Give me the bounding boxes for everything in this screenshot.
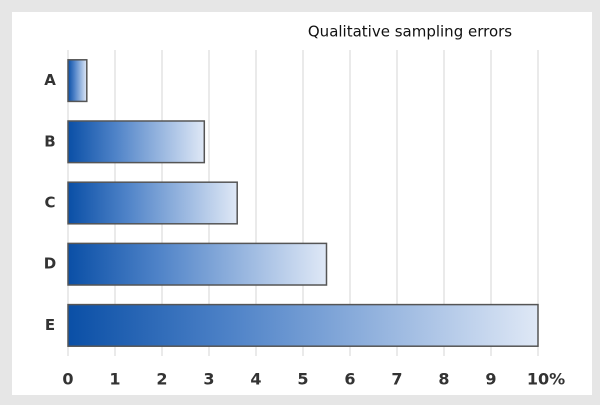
- page: {"chart_data": {"type": "hbar", "title":…: [0, 0, 600, 405]
- x-tick-label: 0: [62, 370, 73, 389]
- x-tick-label: 1: [109, 370, 120, 389]
- bar: [68, 60, 87, 102]
- x-tick-label: 7: [391, 370, 402, 389]
- y-tick-label: C: [44, 194, 55, 212]
- x-tick-label: 4: [250, 370, 261, 389]
- x-tick-label: 9: [485, 370, 496, 389]
- x-tick-label: 8: [438, 370, 449, 389]
- y-tick-label: E: [45, 316, 55, 334]
- bar: [68, 182, 237, 224]
- x-tick-label: 5: [297, 370, 308, 389]
- x-tick-label: 10%: [527, 370, 565, 389]
- x-tick-label: 6: [344, 370, 355, 389]
- bar: [68, 243, 327, 285]
- bar: [68, 305, 538, 347]
- x-tick-label: 2: [156, 370, 167, 389]
- y-tick-label: D: [44, 255, 56, 273]
- y-tick-label: A: [44, 71, 56, 89]
- chart-title: Qualitative sampling errors: [308, 23, 512, 41]
- bar: [68, 121, 204, 163]
- x-tick-label: 3: [203, 370, 214, 389]
- y-tick-label: B: [44, 132, 55, 150]
- chart: Qualitative sampling errors 0 1 2 3 4 5 6 7 8 9 10…: [0, 0, 600, 405]
